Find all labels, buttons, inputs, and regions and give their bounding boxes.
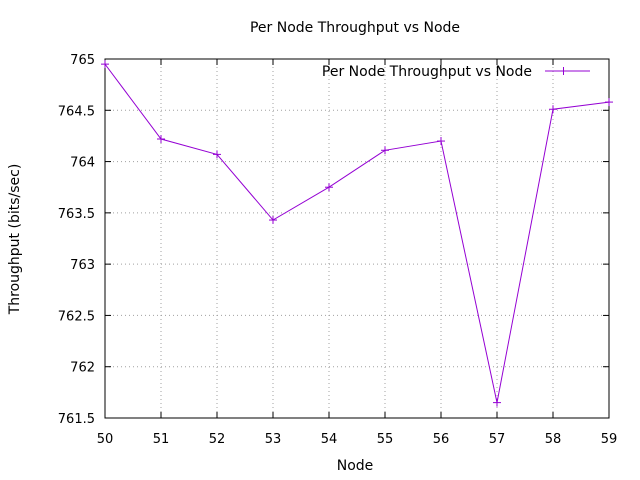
series-layer bbox=[101, 60, 613, 407]
chart-title: Per Node Throughput vs Node bbox=[250, 20, 460, 36]
legend: Per Node Throughput vs Node bbox=[322, 64, 590, 80]
y-tick-label: 763 bbox=[70, 258, 95, 273]
data-point bbox=[437, 137, 445, 146]
plot-frame bbox=[104, 58, 610, 419]
x-tick-label: 59 bbox=[601, 432, 618, 447]
y-tick-label: 761.5 bbox=[58, 412, 95, 427]
series-line bbox=[104, 63, 610, 403]
data-point bbox=[101, 60, 109, 69]
tick-labels: 50 51 52 53 54 55 56 57 58 59 765 764.5 764 763.5 763 7… bbox=[58, 53, 617, 447]
x-tick-label: 56 bbox=[433, 432, 450, 447]
x-tick-label: 52 bbox=[209, 432, 226, 447]
x-tick-label: 57 bbox=[489, 432, 506, 447]
x-tick-label: 55 bbox=[377, 432, 394, 447]
y-tick-label: 764 bbox=[70, 156, 95, 171]
data-point bbox=[381, 146, 389, 155]
data-point bbox=[213, 150, 221, 159]
data-point bbox=[549, 105, 557, 114]
data-point bbox=[493, 398, 501, 407]
y-tick-label: 762 bbox=[70, 361, 95, 376]
data-point bbox=[605, 98, 613, 107]
y-tick-label: 762.5 bbox=[58, 309, 95, 324]
x-tick-label: 53 bbox=[265, 432, 282, 447]
legend-label: Per Node Throughput vs Node bbox=[322, 64, 532, 80]
axis-ticks bbox=[104, 58, 610, 419]
data-point bbox=[325, 183, 333, 192]
x-tick-label: 51 bbox=[153, 432, 170, 447]
data-point bbox=[157, 135, 165, 144]
y-axis-title: Throughput (bits/sec) bbox=[7, 164, 23, 316]
y-tick-label: 763.5 bbox=[58, 207, 95, 222]
x-tick-label: 50 bbox=[97, 432, 114, 447]
x-tick-label: 54 bbox=[321, 432, 338, 447]
y-tick-label: 764.5 bbox=[58, 104, 95, 119]
y-tick-label: 765 bbox=[70, 53, 95, 68]
data-point bbox=[269, 216, 277, 225]
x-axis-title: Node bbox=[337, 458, 374, 474]
x-tick-label: 58 bbox=[545, 432, 562, 447]
grid-lines bbox=[105, 59, 609, 418]
